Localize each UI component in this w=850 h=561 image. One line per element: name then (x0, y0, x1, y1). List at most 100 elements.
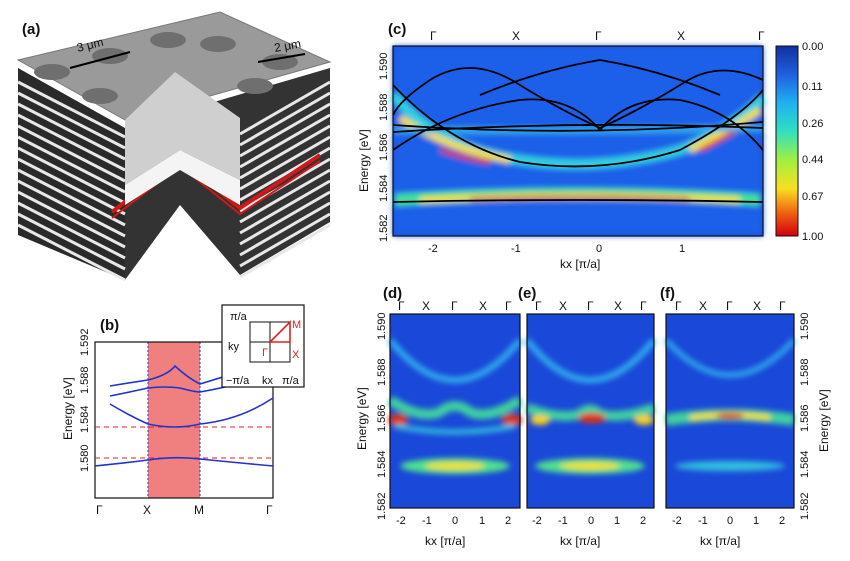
svg-text:0.00: 0.00 (802, 41, 823, 53)
svg-text:1: 1 (753, 515, 759, 527)
svg-text:1.588: 1.588 (376, 358, 388, 386)
svg-text:0.44: 0.44 (802, 154, 823, 166)
svg-text:−π/a: −π/a (226, 375, 250, 387)
svg-text:1.584: 1.584 (376, 450, 388, 478)
panel-e: (e) Γ X Γ X Γ -2 -1 0 1 2 kx [π/a] (518, 285, 657, 548)
svg-text:Γ: Γ (640, 299, 647, 313)
svg-text:kx [π/a]: kx [π/a] (425, 534, 465, 548)
svg-text:-2: -2 (396, 515, 406, 527)
svg-text:Γ: Γ (726, 299, 733, 313)
panel-b-x-ticks: Γ X M Γ (96, 503, 273, 517)
svg-text:Γ: Γ (398, 299, 405, 313)
panel-c-y-axis-label: Energy [eV] (357, 129, 371, 192)
panel-c-x-ticks: -2 -1 0 1 (428, 243, 685, 255)
svg-text:1.588: 1.588 (799, 358, 811, 386)
svg-text:X: X (614, 299, 622, 313)
panel-e-label: (e) (518, 285, 536, 302)
svg-text:Γ: Γ (595, 29, 602, 43)
svg-text:0.26: 0.26 (802, 118, 823, 130)
svg-text:-1: -1 (698, 515, 708, 527)
svg-text:1.582: 1.582 (376, 492, 388, 520)
svg-text:π/a: π/a (282, 375, 300, 387)
panel-a: (a) (16, 11, 332, 282)
svg-text:-2: -2 (672, 515, 682, 527)
svg-text:1.584: 1.584 (378, 174, 390, 202)
panel-d: (d) Γ X Γ X Γ -2 -1 0 1 2 kx [π/a] (383, 285, 523, 548)
svg-text:0: 0 (596, 243, 602, 255)
svg-text:-2: -2 (428, 243, 438, 255)
svg-text:kx: kx (262, 375, 274, 387)
panel-f-top-ticks: Γ X Γ X Γ (675, 299, 786, 313)
svg-text:X: X (677, 29, 685, 43)
svg-text:kx [π/a]: kx [π/a] (700, 534, 740, 548)
scale-label-3um: 3 μm (75, 35, 105, 55)
panel-b-y-axis-label: Energy [eV] (61, 377, 75, 440)
panel-c-x-axis-label: kx [π/a] (560, 257, 600, 271)
scale-bar-3um (69, 51, 131, 69)
svg-text:-2: -2 (532, 515, 542, 527)
panel-c-y-ticks: 1.590 1.588 1.586 1.584 1.582 (378, 52, 390, 242)
highlight-region (148, 342, 200, 498)
svg-text:Γ: Γ (587, 299, 594, 313)
svg-text:-1: -1 (511, 243, 521, 255)
svg-text:X: X (422, 299, 430, 313)
svg-text:1: 1 (479, 515, 485, 527)
svg-text:1.584: 1.584 (799, 450, 811, 478)
svg-text:2: 2 (505, 515, 511, 527)
svg-text:1.582: 1.582 (799, 492, 811, 520)
svg-text:X: X (479, 299, 487, 313)
svg-text:1.586: 1.586 (799, 404, 811, 432)
panel-b: (b) 1.592 1.588 1.584 1.580 Energy [eV] … (61, 304, 305, 517)
svg-text:1: 1 (679, 243, 685, 255)
colorbar (775, 45, 799, 237)
svg-text:1: 1 (614, 515, 620, 527)
svg-text:Γ: Γ (675, 299, 682, 313)
svg-text:1.584: 1.584 (79, 405, 91, 433)
panel-b-plot-frame (94, 341, 274, 499)
svg-text:Γ: Γ (505, 299, 512, 313)
svg-text:X: X (753, 299, 761, 313)
svg-text:π/a: π/a (230, 311, 248, 323)
panel-a-label: (a) (22, 21, 40, 38)
svg-text:kx [π/a]: kx [π/a] (560, 534, 600, 548)
svg-text:Γ: Γ (266, 503, 273, 517)
svg-text:Γ: Γ (262, 347, 268, 359)
scale-label-2um: 2 μm (273, 36, 302, 54)
panel-f-x-ticks: -2 -1 0 1 2 (672, 515, 785, 527)
svg-text:2: 2 (640, 515, 646, 527)
crystal-cube-illustration (16, 11, 332, 282)
svg-text:Γ: Γ (96, 503, 103, 517)
svg-text:1.588: 1.588 (378, 93, 390, 121)
svg-text:X: X (559, 299, 567, 313)
lower-right-y-axis: 1.590 1.588 1.586 1.584 1.582 Energy [eV… (799, 312, 831, 520)
red-layer-lower (111, 160, 321, 219)
svg-text:1.586: 1.586 (376, 404, 388, 432)
svg-text:1.586: 1.586 (378, 133, 390, 161)
panel-f-label: (f) (660, 285, 675, 302)
svg-text:1.590: 1.590 (799, 312, 811, 340)
svg-text:Γ: Γ (758, 29, 765, 43)
svg-text:Γ: Γ (535, 299, 542, 313)
svg-text:Γ: Γ (430, 29, 437, 43)
brillouin-zone-inset: π/a −π/a π/a ky kx Γ X M (221, 304, 305, 388)
svg-text:0: 0 (452, 515, 458, 527)
colorbar-ticks: 0.00 0.11 0.26 0.44 0.67 1.00 (802, 41, 823, 243)
svg-text:Γ: Γ (451, 299, 458, 313)
svg-text:-1: -1 (558, 515, 568, 527)
panel-c-label: (c) (388, 21, 406, 38)
svg-text:X: X (699, 299, 707, 313)
svg-text:1.590: 1.590 (378, 52, 390, 80)
svg-text:1.588: 1.588 (79, 366, 91, 394)
panel-b-y-ticks: 1.592 1.588 1.584 1.580 (79, 328, 91, 472)
svg-text:1.582: 1.582 (378, 214, 390, 242)
svg-text:ky: ky (228, 341, 240, 353)
svg-text:-1: -1 (422, 515, 432, 527)
svg-text:2: 2 (779, 515, 785, 527)
svg-text:0: 0 (588, 515, 594, 527)
svg-text:0.67: 0.67 (802, 191, 823, 203)
panel-e-x-ticks: -2 -1 0 1 2 (532, 515, 646, 527)
svg-text:M: M (194, 503, 204, 517)
panel-b-label: (b) (100, 317, 119, 334)
scale-bar-2um (257, 53, 306, 63)
